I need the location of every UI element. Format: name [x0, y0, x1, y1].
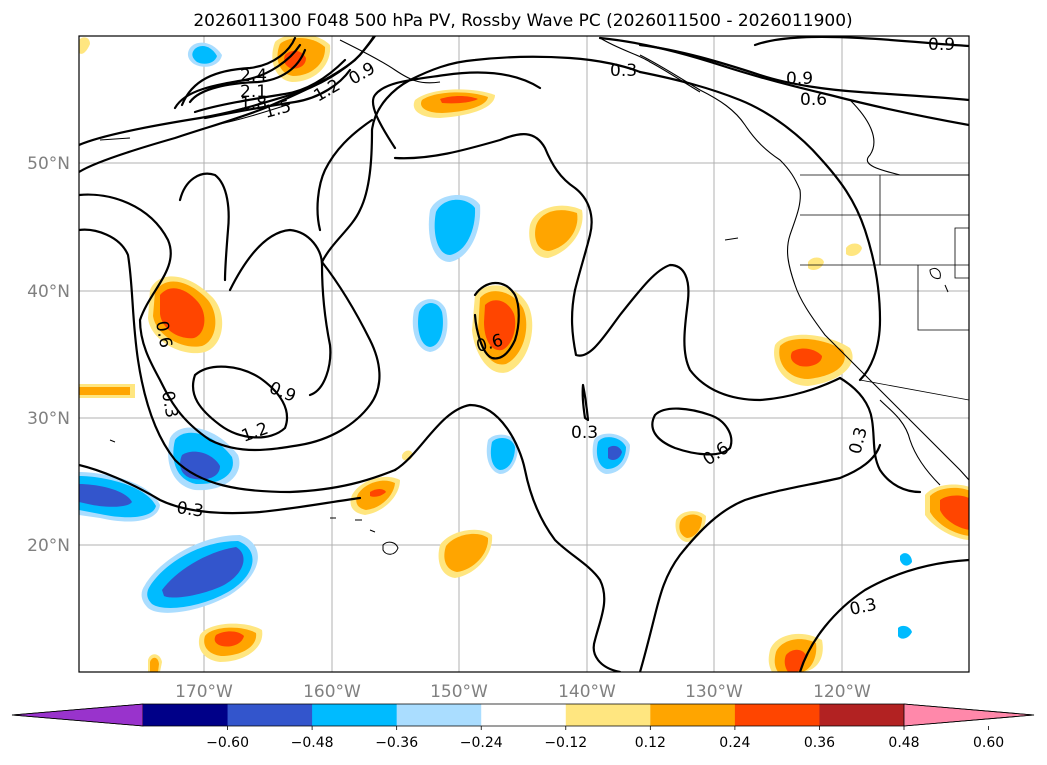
lon-label: 120°W [813, 682, 871, 702]
negative-anomaly-blob [486, 434, 518, 474]
positive-anomaly-blob [150, 657, 159, 672]
contour-label: 0.3 [157, 389, 181, 419]
contour-label: 2.4 [240, 66, 267, 86]
lat-label: 40°N [27, 282, 70, 302]
colorbar-tick-label: 0.36 [804, 735, 835, 751]
positive-anomaly-blob [438, 529, 493, 578]
colorbar-tick-label: −0.60 [206, 735, 249, 751]
map-title: 2026011300 F048 500 hPa PV, Rossby Wave … [193, 11, 852, 31]
positive-anomaly-blob [846, 243, 862, 256]
colorbar-segment [734, 704, 820, 726]
pv-anomaly-shading [79, 36, 969, 672]
latitude-labels: 50°N 40°N 30°N 20°N [27, 154, 70, 556]
colorbar-segment [396, 704, 482, 726]
lon-label: 140°W [558, 682, 616, 702]
colorbar-tick-label: 0.60 [973, 735, 1004, 751]
negative-anomaly-blob [79, 472, 160, 522]
colorbar: −0.60 −0.48 −0.36 −0.24 −0.12 0.12 0.24 0.36 0.4… [11, 703, 1035, 751]
colorbar-tick-label: −0.24 [460, 735, 503, 751]
contour-label: 0.6 [800, 90, 827, 110]
colorbar-segment [565, 704, 651, 726]
contour-label: 2.1 [240, 82, 267, 102]
lon-label: 170°W [175, 682, 233, 702]
map-frame [78, 35, 970, 673]
colorbar-tick-label: 0.24 [719, 735, 750, 751]
negative-anomaly-blob [428, 194, 481, 262]
colorbar-tick-label: −0.12 [544, 735, 587, 751]
colorbar-tick-label: −0.48 [291, 735, 334, 751]
negative-anomaly-blob [592, 433, 630, 474]
positive-anomaly-blob [148, 276, 223, 354]
colorbar-segment [481, 704, 567, 726]
positive-anomaly-blob [925, 484, 969, 541]
positive-anomaly-blob [413, 89, 495, 118]
lat-label: 20°N [27, 536, 70, 556]
colorbar-segment [143, 704, 229, 726]
positive-anomaly-blob [774, 334, 853, 386]
colorbar-segment [650, 704, 736, 726]
colorbar-segment [819, 704, 905, 726]
positive-anomaly-blob [350, 476, 400, 515]
lat-label: 30°N [27, 409, 70, 429]
contour-label: 0.3 [175, 498, 205, 522]
pv-contours [79, 36, 969, 672]
lon-label: 160°W [303, 682, 361, 702]
positive-anomaly-blob [679, 514, 702, 538]
colorbar-segment [227, 704, 313, 726]
positive-anomaly-blob [198, 623, 263, 662]
lon-label: 150°W [430, 682, 488, 702]
positive-anomaly-blob [808, 257, 824, 270]
coastlines [99, 37, 969, 555]
contour-label: 0.6 [151, 319, 175, 349]
positive-anomaly-blob [79, 37, 90, 54]
positive-anomaly-blob [768, 633, 823, 672]
lon-label: 130°W [685, 682, 743, 702]
positive-anomaly-blob [529, 205, 583, 258]
colorbar-extend-high [903, 703, 1035, 727]
longitude-labels: 170°W 160°W 150°W 140°W 130°W 120°W [175, 682, 871, 702]
contour-label: 0.3 [610, 61, 637, 81]
contour-label: 1.8 [240, 94, 267, 114]
negative-anomaly-blob [900, 553, 912, 566]
negative-anomaly-blob [187, 42, 222, 67]
negative-anomaly-blob [898, 625, 912, 639]
negative-anomaly-blob [412, 299, 448, 352]
contour-label: 0.3 [571, 423, 598, 443]
colorbar-tick-label: 0.48 [888, 735, 919, 751]
contour-label: 0.9 [928, 35, 955, 55]
lat-label: 50°N [27, 154, 70, 174]
colorbar-extend-low [11, 703, 144, 727]
negative-anomaly-blob [141, 535, 258, 613]
colorbar-outline [11, 703, 1035, 727]
colorbar-tick-label: 0.12 [635, 735, 666, 751]
positive-anomaly-blob [472, 285, 533, 373]
positive-anomaly-blob [79, 387, 130, 395]
contour-label: 0.9 [786, 69, 813, 89]
colorbar-segment [312, 704, 398, 726]
colorbar-tick-label: −0.36 [375, 735, 418, 751]
